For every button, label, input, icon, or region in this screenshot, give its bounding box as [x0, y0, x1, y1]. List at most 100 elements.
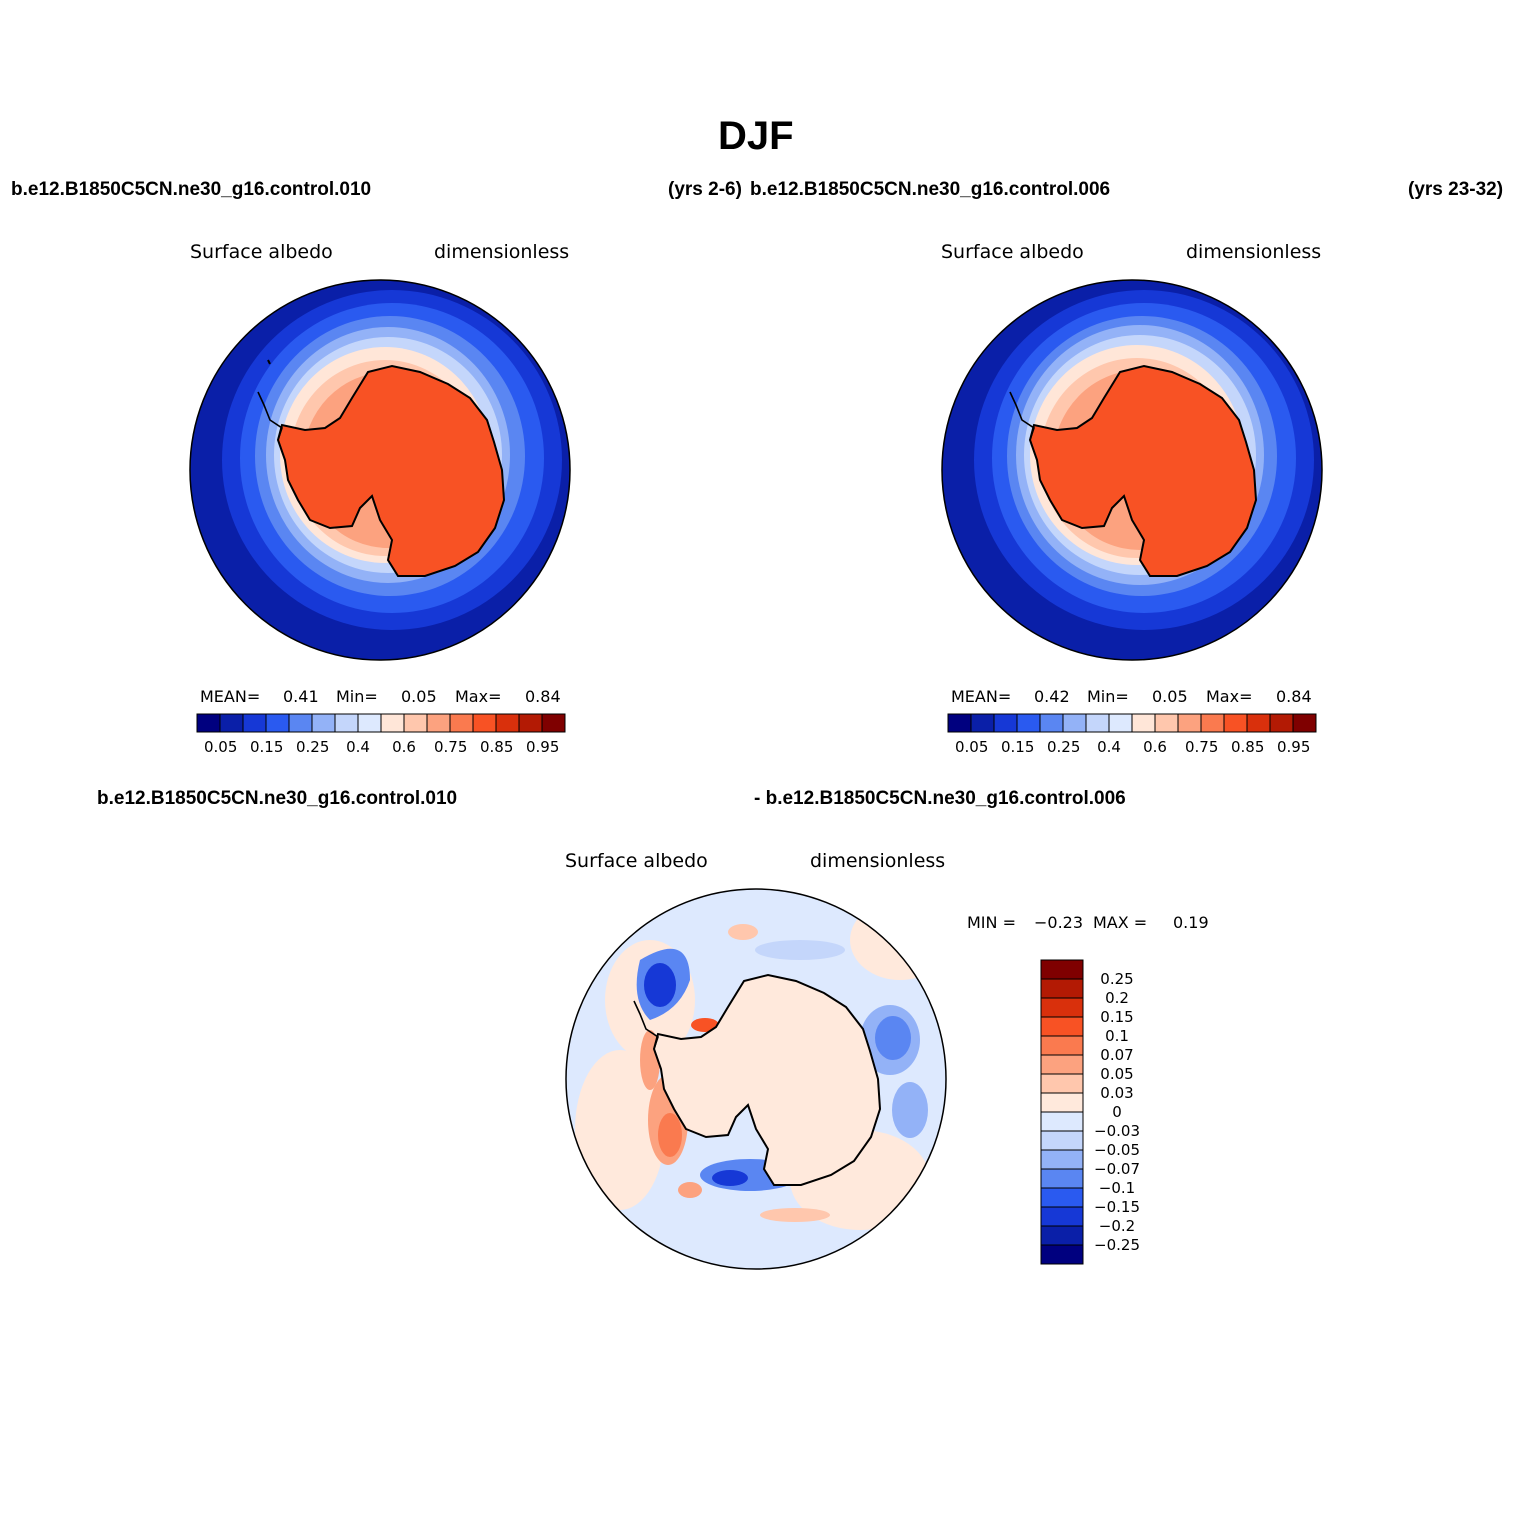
diff-variable: Surface albedo	[565, 850, 708, 872]
panel2-variable: Surface albedo	[941, 241, 1084, 263]
colorbar-swatch	[426, 713, 451, 733]
colorbar-tick-label: 0.75	[1185, 738, 1219, 756]
colorbar-tick-label: 0.85	[1231, 738, 1265, 756]
colorbar-tick-label: −0.2	[1098, 1217, 1136, 1235]
diff-map	[566, 889, 946, 1269]
colorbar-tick-label: 0.95	[526, 738, 560, 756]
colorbar-tick-label: 0.75	[434, 738, 468, 756]
panel2-mean-label: MEAN=	[951, 687, 1012, 706]
case-b-header: b.e12.B1850C5CN.ne30_g16.control.006	[750, 179, 1111, 200]
colorbar-tick-label: 0.95	[1277, 738, 1311, 756]
colorbar-tick-label: 0.05	[204, 738, 238, 756]
colorbar-tick-label: −0.15	[1094, 1198, 1140, 1216]
colorbar-swatch	[311, 713, 336, 733]
colorbar-swatch	[334, 713, 359, 733]
colorbar-swatch	[288, 713, 313, 733]
colorbar-swatch	[1040, 1149, 1084, 1170]
colorbar-swatch	[1040, 1016, 1084, 1037]
panel1-mean-label: MEAN=	[200, 687, 261, 706]
panel2-min-label: Min=	[1087, 687, 1129, 706]
colorbar-tick-label: −0.07	[1094, 1160, 1140, 1178]
colorbar-swatch	[1085, 713, 1110, 733]
colorbar-swatch	[449, 713, 474, 733]
colorbar-tick-label: −0.05	[1094, 1141, 1140, 1159]
colorbar-tick-label: 0.4	[1097, 738, 1121, 756]
diff-header-right: - b.e12.B1850C5CN.ne30_g16.control.006	[754, 788, 1126, 809]
colorbar-swatch	[1040, 1111, 1084, 1132]
colorbar-swatch	[1040, 978, 1084, 999]
colorbar-tick-label: 0.05	[1100, 1065, 1134, 1083]
colorbar-tick-label: 0.15	[1001, 738, 1035, 756]
panel2-units: dimensionless	[1186, 241, 1322, 263]
diff-header-left: b.e12.B1850C5CN.ne30_g16.control.010	[97, 788, 458, 809]
panel2-map-border	[941, 279, 1323, 661]
colorbar-tick-label: 0.25	[296, 738, 330, 756]
colorbar-swatch	[1223, 713, 1248, 733]
colorbar-tick-label: 0.05	[955, 738, 989, 756]
panel2-map	[942, 280, 1322, 660]
panel2-mean-value: 0.42	[1034, 687, 1070, 706]
colorbar-tick-label: 0.1	[1105, 1027, 1129, 1045]
colorbar-swatch	[1040, 1244, 1084, 1265]
case-b-years: (yrs 23-32)	[1408, 179, 1504, 200]
colorbar-tick-label: 0.6	[1143, 738, 1167, 756]
colorbar-swatch	[403, 713, 428, 733]
panel1-variable: Surface albedo	[190, 241, 333, 263]
colorbar-swatch	[242, 713, 267, 733]
colorbar-swatch	[1200, 713, 1225, 733]
panel1-mean-value: 0.41	[283, 687, 319, 706]
panel1-max-label: Max=	[455, 687, 502, 706]
colorbar-swatch	[1039, 713, 1064, 733]
colorbar-swatch	[1040, 1168, 1084, 1189]
colorbar-swatch	[219, 713, 244, 733]
panel1-units: dimensionless	[434, 241, 570, 263]
diff-max-label: MAX =	[1093, 913, 1148, 932]
colorbar-swatch	[1040, 1054, 1084, 1075]
diff-max-value: 0.19	[1173, 913, 1209, 932]
case-a-header: b.e12.B1850C5CN.ne30_g16.control.010	[11, 179, 372, 200]
colorbar-tick-label: 0.2	[1105, 989, 1129, 1007]
figure-title: DJF	[718, 114, 794, 158]
colorbar-swatch	[472, 713, 497, 733]
colorbar-swatch	[265, 713, 290, 733]
colorbar-tick-label: 0.15	[1100, 1008, 1134, 1026]
colorbar-swatch	[1269, 713, 1294, 733]
colorbar-swatch	[1108, 713, 1133, 733]
colorbar-swatch	[1040, 1225, 1084, 1246]
panel2-colorbar	[947, 713, 1317, 733]
colorbar-swatch	[993, 713, 1018, 733]
panel2-max-value: 0.84	[1276, 687, 1312, 706]
panel1-max-value: 0.84	[525, 687, 561, 706]
colorbar-tick-label: 0.25	[1047, 738, 1081, 756]
diff-colorbar	[1040, 959, 1084, 1265]
diff-min-value: −0.23	[1034, 913, 1084, 932]
colorbar-tick-label: 0.15	[250, 738, 284, 756]
colorbar-tick-label: 0.6	[392, 738, 416, 756]
colorbar-swatch	[357, 713, 382, 733]
colorbar-tick-label: 0.4	[346, 738, 370, 756]
case-a-years: (yrs 2-6)	[668, 179, 742, 200]
colorbar-swatch	[541, 713, 566, 733]
diff-units: dimensionless	[810, 850, 946, 872]
colorbar-swatch	[1040, 1073, 1084, 1094]
colorbar-swatch	[1246, 713, 1271, 733]
colorbar-swatch	[1292, 713, 1317, 733]
colorbar-swatch	[1040, 959, 1084, 980]
colorbar-swatch	[970, 713, 995, 733]
diff-map-border	[565, 888, 947, 1270]
colorbar-tick-label: 0.07	[1100, 1046, 1134, 1064]
colorbar-tick-label: 0.03	[1100, 1084, 1134, 1102]
colorbar-swatch	[1040, 1130, 1084, 1151]
panel2-max-label: Max=	[1206, 687, 1253, 706]
colorbar-swatch	[1177, 713, 1202, 733]
colorbar-swatch	[1131, 713, 1156, 733]
colorbar-tick-label: 0.25	[1100, 970, 1134, 988]
colorbar-tick-label: 0.85	[480, 738, 514, 756]
panel1-min-value: 0.05	[401, 687, 437, 706]
colorbar-tick-label: −0.25	[1094, 1236, 1140, 1254]
colorbar-swatch	[1040, 997, 1084, 1018]
colorbar-swatch	[1040, 1206, 1084, 1227]
panel1-map	[190, 280, 570, 660]
